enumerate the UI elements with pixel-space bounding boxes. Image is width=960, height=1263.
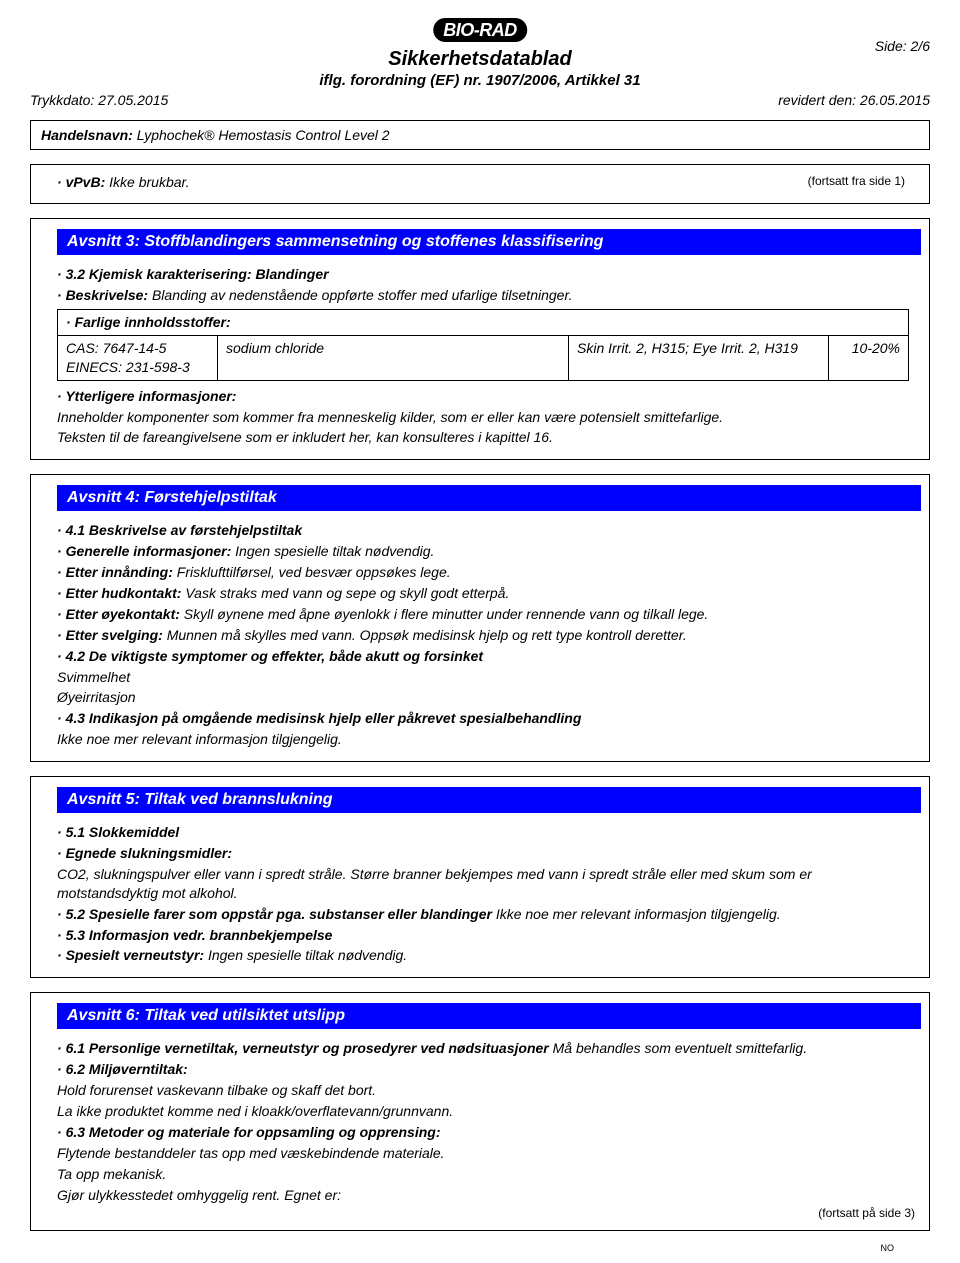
s6-2-line1: Hold forurenset vaskevann tilbake og ska… [57, 1081, 911, 1100]
ingredients-table: Farlige innholdsstoffer: CAS: 7647-14-5 … [57, 309, 909, 381]
s4-inhale-label: Etter innånding: [57, 564, 173, 580]
s4-3-text: Ikke noe mer relevant informasjon tilgje… [57, 730, 911, 749]
section-4-title: Avsnitt 4: Førstehjelpstiltak [57, 485, 921, 511]
page-number: Side: 2/6 [875, 38, 930, 54]
vpvb-text: Ikke brukbar. [105, 174, 189, 190]
s5-2-label: 5.2 Spesielle farer som oppstår pga. sub… [57, 906, 492, 922]
col-percent: 10-20% [828, 336, 908, 380]
s4-swallow-label: Etter svelging: [57, 627, 163, 643]
s6-1-label: 6.1 Personlige vernetiltak, verneutstyr … [57, 1040, 549, 1056]
s4-1-heading: 4.1 Beskrivelse av førstehjelpstiltak [57, 522, 302, 538]
product-name: Lyphochek® Hemostasis Control Level 2 [137, 127, 390, 143]
s4-2-heading: 4.2 De viktigste symptomer og effekter, … [57, 648, 483, 664]
revised-date: revidert den: 26.05.2015 [778, 92, 930, 108]
s6-3-heading: 6.3 Metoder og materiale for oppsamling … [57, 1124, 441, 1140]
s4-3-heading: 4.3 Indikasjon på omgående medisinsk hje… [57, 710, 581, 726]
s4-gen-label: Generelle informasjoner: [57, 543, 231, 559]
continued-to: (fortsatt på side 3) [39, 1206, 921, 1220]
s4-2-line1: Svimmelhet [57, 668, 911, 687]
s5-ext-text: CO2, slukningspulver eller vann i spredt… [57, 865, 911, 903]
section-5: Avsnitt 5: Tiltak ved brannslukning 5.1 … [30, 776, 930, 978]
s5-equip-label: Spesielt verneutstyr: [57, 947, 204, 963]
section-6-title: Avsnitt 6: Tiltak ved utilsiktet utslipp [57, 1003, 921, 1029]
s6-3-line3: Gjør ulykkesstedet omhyggelig rent. Egne… [57, 1186, 911, 1205]
s3-desc-text: Blanding av nedenstående oppførte stoffe… [148, 287, 572, 303]
page-header: BIO-RAD Sikkerhetsdatablad iflg. forordn… [30, 20, 930, 120]
col-cas: CAS: 7647-14-5 EINECS: 231-598-3 [58, 336, 218, 380]
s5-3-heading: 5.3 Informasjon vedr. brannbekjempelse [57, 927, 332, 943]
s6-3-line1: Flytende bestanddeler tas opp med væskeb… [57, 1144, 911, 1163]
print-date: Trykkdato: 27.05.2015 [30, 92, 168, 108]
product-label: Handelsnavn: [41, 127, 137, 143]
language-code: NO [30, 1243, 930, 1253]
col-substance: sodium chloride [218, 336, 568, 380]
section-3: Avsnitt 3: Stoffblandingers sammensetnin… [30, 218, 930, 460]
ingredients-header: Farlige innholdsstoffer: [58, 310, 908, 336]
s5-1-heading: 5.1 Slokkemiddel [57, 824, 179, 840]
doc-title: Sikkerhetsdatablad [30, 48, 930, 71]
ingredients-row: CAS: 7647-14-5 EINECS: 231-598-3 sodium … [58, 336, 908, 380]
doc-subtitle: iflg. forordning (EF) nr. 1907/2006, Art… [30, 72, 930, 89]
s4-eye-label: Etter øyekontakt: [57, 606, 180, 622]
s6-2-heading: 6.2 Miljøverntiltak: [57, 1061, 188, 1077]
s6-3-line2: Ta opp mekanisk. [57, 1165, 911, 1184]
section-5-title: Avsnitt 5: Tiltak ved brannslukning [57, 787, 921, 813]
section-4: Avsnitt 4: Førstehjelpstiltak 4.1 Beskri… [30, 474, 930, 762]
s3-2-heading: 3.2 Kjemisk karakterisering: Blandinger [57, 266, 329, 282]
product-name-box: Handelsnavn: Lyphochek® Hemostasis Contr… [30, 120, 930, 150]
s5-ext-label: Egnede slukningsmidler: [57, 845, 232, 861]
s3-further-1: Inneholder komponenter som kommer fra me… [57, 408, 911, 427]
section-6: Avsnitt 6: Tiltak ved utilsiktet utslipp… [30, 992, 930, 1231]
continued-from: (fortsatt fra side 1) [808, 173, 911, 189]
col-hazard: Skin Irrit. 2, H315; Eye Irrit. 2, H319 [568, 336, 828, 380]
s4-skin-label: Etter hudkontakt: [57, 585, 181, 601]
vpvb-box: vPvB: Ikke brukbar. (fortsatt fra side 1… [30, 164, 930, 204]
s3-further-2: Teksten til de fareangivelsene som er in… [57, 428, 911, 447]
s3-further-label: Ytterligere informasjoner: [57, 388, 236, 404]
s3-desc-label: Beskrivelse: [57, 287, 148, 303]
s6-2-line2: La ikke produktet komme ned i kloakk/ove… [57, 1102, 911, 1121]
section-3-title: Avsnitt 3: Stoffblandingers sammensetnin… [57, 229, 921, 255]
logo-text: BIO-RAD [433, 18, 527, 42]
s4-2-line2: Øyeirritasjon [57, 688, 911, 707]
brand-logo: BIO-RAD [433, 20, 527, 41]
sds-page: BIO-RAD Sikkerhetsdatablad iflg. forordn… [0, 0, 960, 1263]
vpvb-label: vPvB: [57, 174, 105, 190]
